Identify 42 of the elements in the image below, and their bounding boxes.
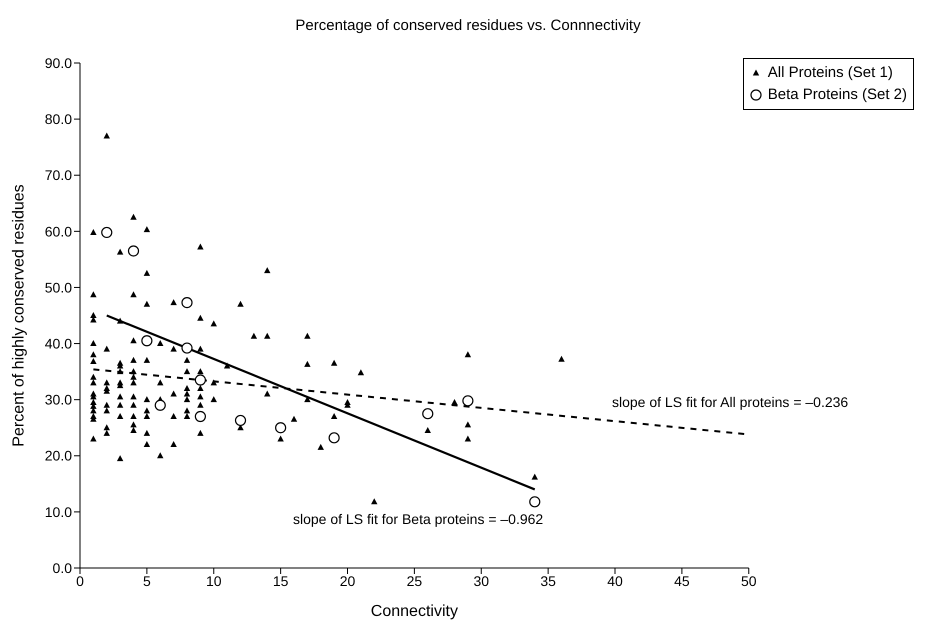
annotation: slope of LS fit for All proteins = –0.236 — [612, 394, 848, 410]
y-tick-label: 60.0 — [44, 223, 72, 240]
point — [128, 245, 140, 257]
point — [328, 432, 340, 444]
chart-title: Percentage of conserved residues vs. Connnectivity — [294, 16, 642, 36]
point — [181, 342, 193, 354]
x-tick-label: 30 — [473, 572, 490, 589]
x-tick-label: 5 — [142, 572, 151, 589]
point — [529, 496, 540, 508]
y-tick-label: 90.0 — [44, 54, 72, 71]
point — [275, 422, 286, 434]
legend-label: Beta Proteins (Set 2) — [768, 85, 907, 105]
legend-label: All Proteins (Set 1) — [768, 63, 893, 83]
y-tick-label: 30.0 — [44, 392, 72, 408]
x-tick-label: 20 — [340, 572, 356, 589]
y-tick-label: 40.0 — [44, 336, 72, 352]
point — [101, 226, 112, 238]
x-tick-label: 15 — [272, 572, 289, 589]
y-tick-label: 70.0 — [44, 167, 72, 184]
point — [154, 400, 166, 411]
x-tick-label: 40 — [607, 572, 624, 589]
y-axis-title: Percent of highly conserved residues — [10, 184, 28, 447]
point — [194, 410, 206, 422]
x-axis-title: Connectivity — [370, 603, 458, 620]
x-tick-label: 25 — [406, 572, 422, 589]
x-tick-label: 10 — [206, 572, 222, 589]
point — [234, 414, 246, 426]
y-tick-label: 20.0 — [44, 448, 72, 464]
point — [422, 408, 434, 420]
point — [181, 296, 193, 308]
point — [194, 374, 206, 386]
x-tick-label: 35 — [540, 572, 556, 589]
point — [141, 335, 152, 346]
x-tick-label: 45 — [674, 572, 690, 589]
y-tick-label: 80.0 — [44, 111, 72, 128]
y-tick-label: 50.0 — [44, 279, 72, 296]
y-tick-label: 10.0 — [44, 504, 72, 520]
x-tick-label: 50 — [740, 572, 757, 589]
y-tick-label: 0.0 — [52, 560, 72, 576]
x-tick-label: 0 — [76, 572, 84, 589]
annotation: slope of LS fit for Beta proteins = –0.962 — [293, 511, 544, 527]
point — [462, 395, 474, 406]
